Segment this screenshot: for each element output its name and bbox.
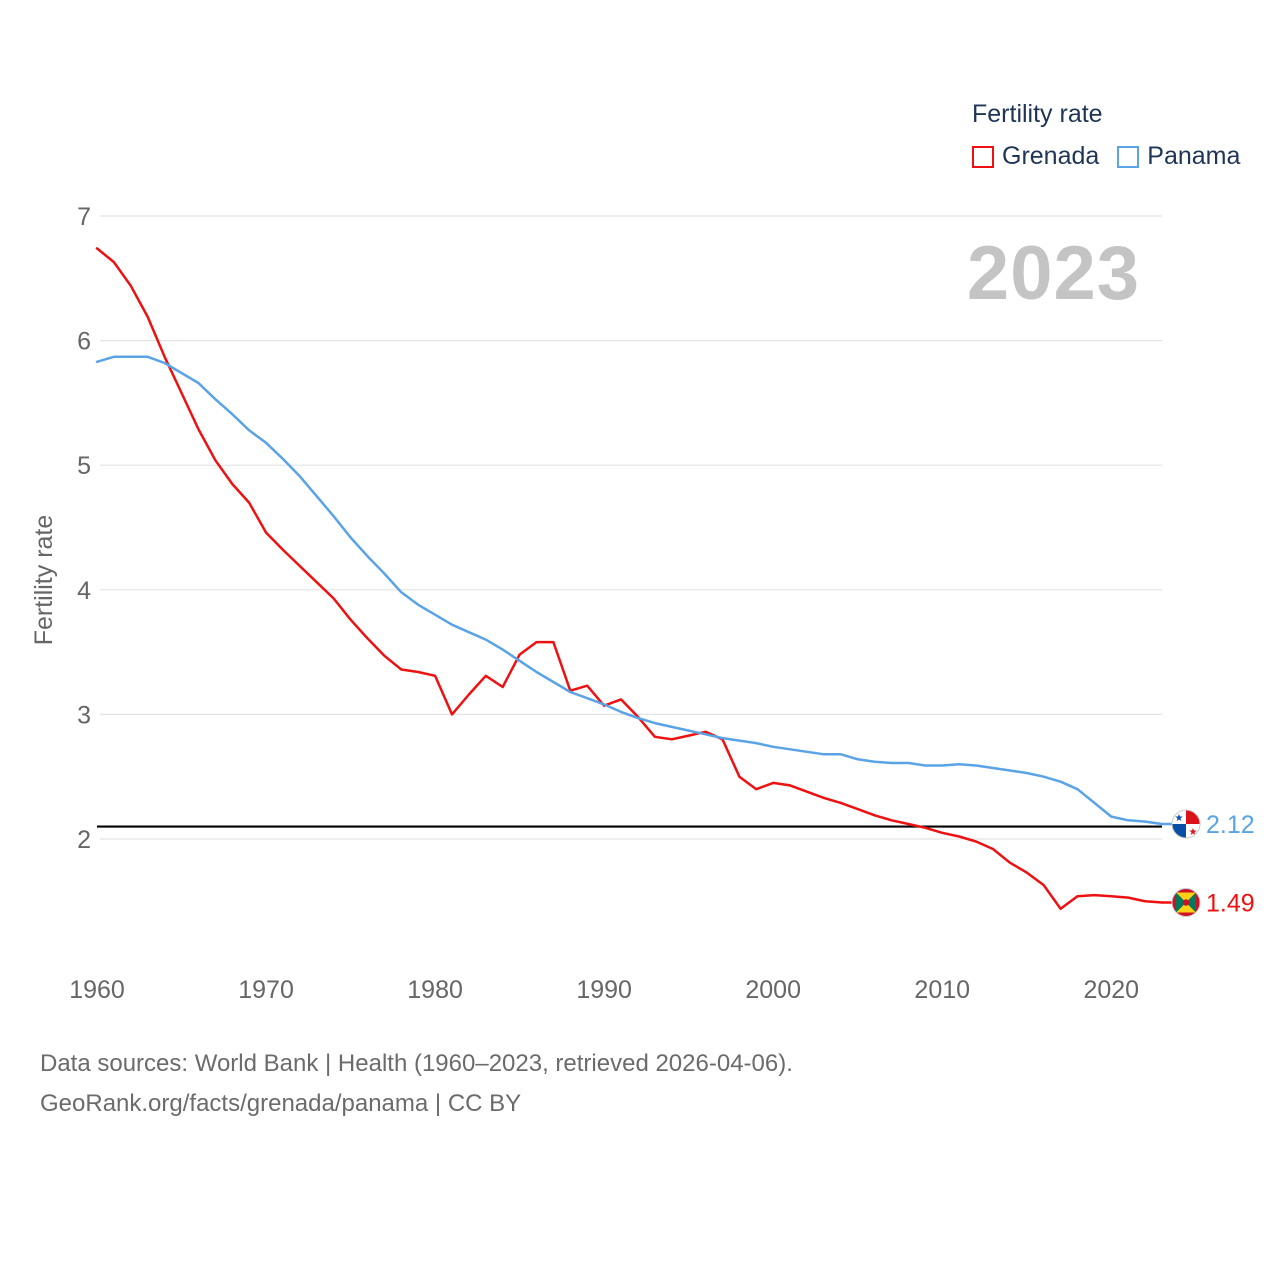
x-tick-label: 1970 bbox=[238, 976, 294, 1004]
y-tick-label: 7 bbox=[77, 203, 91, 231]
year-watermark: 2023 bbox=[966, 231, 1140, 316]
legend-item-grenada[interactable]: Grenada bbox=[972, 142, 1099, 171]
y-tick-label: 3 bbox=[77, 701, 91, 729]
legend-swatch-panama bbox=[1117, 145, 1140, 168]
grenada-flag-icon bbox=[1171, 888, 1201, 917]
panama-flag-icon: ★ ★ bbox=[1171, 809, 1201, 839]
y-tick-label: 2 bbox=[77, 826, 91, 854]
legend: Grenada Panama bbox=[972, 142, 1258, 171]
legend-label-grenada: Grenada bbox=[1002, 142, 1100, 170]
end-value-label-panama: 2.12 bbox=[1206, 811, 1255, 839]
footer-attribution[interactable]: GeoRank.org/facts/grenada/panama | CC BY bbox=[40, 1090, 522, 1117]
legend-item-panama[interactable]: Panama bbox=[1117, 142, 1240, 171]
x-tick-label: 1980 bbox=[407, 976, 463, 1004]
legend-label-panama: Panama bbox=[1147, 142, 1241, 170]
y-tick-label: 5 bbox=[77, 452, 91, 480]
end-value-label-grenada: 1.49 bbox=[1206, 890, 1255, 918]
svg-text:★: ★ bbox=[1189, 827, 1198, 838]
y-axis-label: Fertility rate bbox=[30, 515, 58, 646]
endpoint-layer: ★ ★ bbox=[1171, 809, 1201, 917]
tick-labels: 2 3 4 5 6 7 1960 1970 1980 1990 2000 2010 2020 bbox=[69, 203, 1139, 1004]
footer: Data sources: World Bank | Health (1960–… bbox=[40, 1044, 793, 1124]
grid-layer bbox=[100, 215, 1162, 840]
series-line-grenada bbox=[95, 247, 1164, 911]
legend-title: Fertility rate bbox=[972, 100, 1103, 128]
series-line-panama bbox=[95, 355, 1164, 826]
svg-text:★: ★ bbox=[1175, 813, 1184, 824]
x-tick-label: 2010 bbox=[914, 976, 970, 1004]
x-tick-label: 1990 bbox=[576, 976, 632, 1004]
footer-source: Data sources: World Bank | Health (1960–… bbox=[40, 1050, 793, 1077]
x-tick-label: 1960 bbox=[69, 976, 125, 1004]
legend-swatch-grenada bbox=[972, 145, 994, 168]
x-tick-label: 2000 bbox=[745, 976, 801, 1004]
x-tick-label: 2020 bbox=[1083, 976, 1139, 1004]
y-tick-label: 4 bbox=[77, 577, 91, 605]
y-tick-label: 6 bbox=[77, 328, 91, 356]
series-layer: 1.49 2.12 bbox=[95, 247, 1255, 918]
